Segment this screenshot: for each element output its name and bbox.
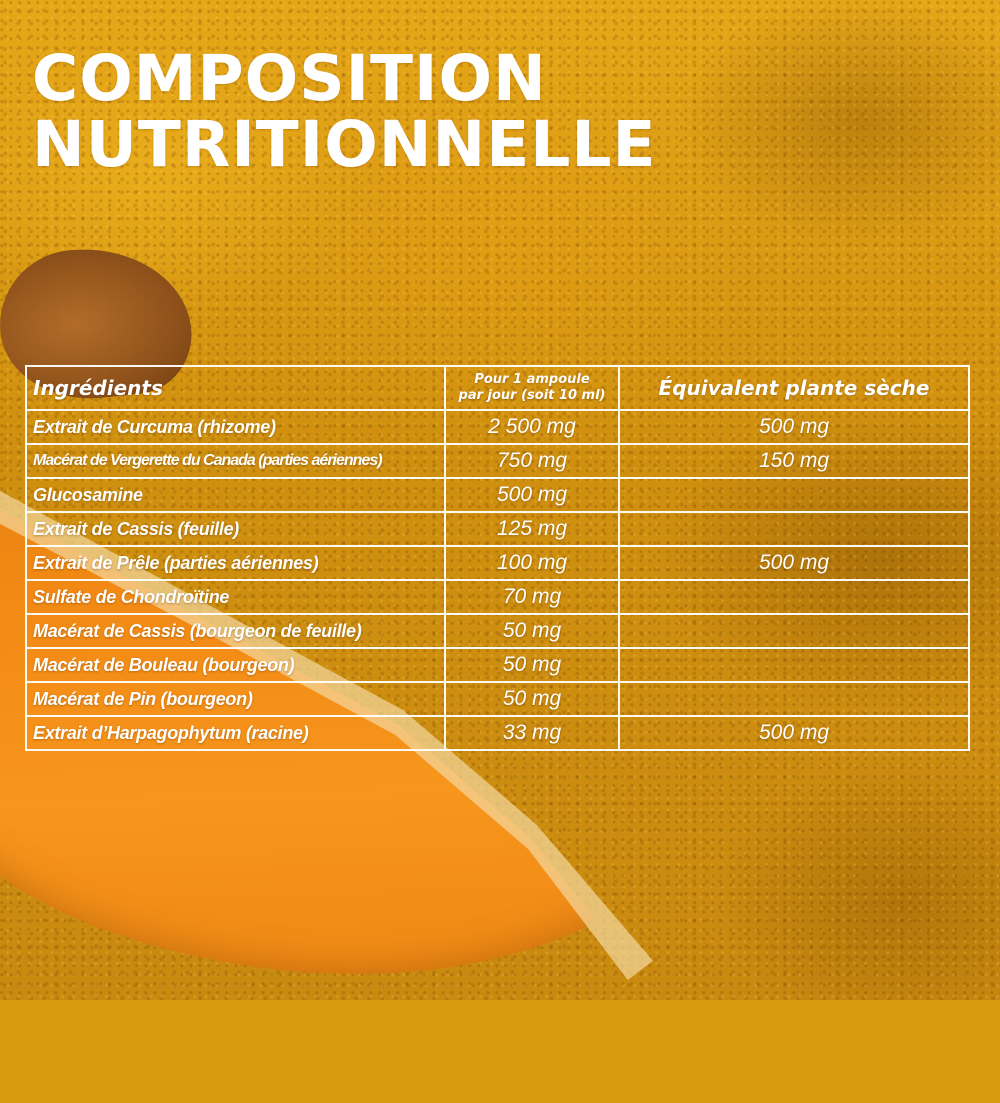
header-ingredients: Ingrédients	[25, 365, 446, 411]
ingredient-name: Sulfate de Chondroïtine	[25, 579, 446, 615]
header-dose-line-2: par jour (soit 10 ml)	[458, 388, 606, 403]
ingredient-dose: 125 mg	[444, 511, 620, 547]
table-row: Macérat de Cassis (bourgeon de feuille) …	[25, 613, 970, 649]
ingredient-dose: 70 mg	[444, 579, 620, 615]
ingredient-dose: 50 mg	[444, 613, 620, 649]
ingredient-name: Extrait de Curcuma (rhizome)	[25, 409, 446, 445]
ingredient-equivalent	[618, 647, 970, 683]
ingredient-equivalent	[618, 579, 970, 615]
ingredient-dose: 2 500 mg	[444, 409, 620, 445]
ingredient-name: Macérat de Pin (bourgeon)	[25, 681, 446, 717]
table-row: Glucosamine 500 mg	[25, 477, 970, 513]
table-row: Extrait de Prêle (parties aériennes) 100…	[25, 545, 970, 581]
ingredient-dose: 50 mg	[444, 647, 620, 683]
title-line-1: COMPOSITION	[32, 42, 547, 115]
table-row: Extrait de Cassis (feuille) 125 mg	[25, 511, 970, 547]
page-title: COMPOSITION NUTRITIONNELLE	[32, 46, 657, 178]
ingredient-equivalent	[618, 477, 970, 513]
ingredient-equivalent: 500 mg	[618, 409, 970, 445]
ingredient-equivalent	[618, 511, 970, 547]
header-dry-plant-equivalent: Équivalent plante sèche	[618, 365, 970, 411]
table-row: Macérat de Vergerette du Canada (parties…	[25, 443, 970, 479]
table-row: Extrait de Curcuma (rhizome) 2 500 mg 50…	[25, 409, 970, 445]
ingredient-equivalent	[618, 613, 970, 649]
ingredient-name: Extrait d’Harpagophytum (racine)	[25, 715, 446, 751]
ingredient-name: Macérat de Cassis (bourgeon de feuille)	[25, 613, 446, 649]
ingredient-equivalent: 150 mg	[618, 443, 970, 479]
ingredient-dose: 33 mg	[444, 715, 620, 751]
header-daily-dose: Pour 1 ampoule par jour (soit 10 ml)	[444, 365, 620, 411]
ingredient-equivalent	[618, 681, 970, 717]
ingredient-name: Extrait de Cassis (feuille)	[25, 511, 446, 547]
table-header-row: Ingrédients Pour 1 ampoule par jour (soi…	[25, 365, 970, 411]
ingredient-dose: 500 mg	[444, 477, 620, 513]
table-row: Extrait d’Harpagophytum (racine) 33 mg 5…	[25, 715, 970, 751]
ingredient-equivalent: 500 mg	[618, 715, 970, 751]
table-row: Macérat de Pin (bourgeon) 50 mg	[25, 681, 970, 717]
table-row: Sulfate de Chondroïtine 70 mg	[25, 579, 970, 615]
ingredient-name: Macérat de Vergerette du Canada (parties…	[25, 443, 446, 479]
nutrition-table: Ingrédients Pour 1 ampoule par jour (soi…	[25, 365, 970, 751]
ingredient-name: Extrait de Prêle (parties aériennes)	[25, 545, 446, 581]
ingredient-dose: 50 mg	[444, 681, 620, 717]
ingredient-dose: 100 mg	[444, 545, 620, 581]
table-row: Macérat de Bouleau (bourgeon) 50 mg	[25, 647, 970, 683]
title-line-2: NUTRITIONNELLE	[32, 108, 657, 181]
header-dose-line-1: Pour 1 ampoule	[474, 372, 590, 387]
ingredient-equivalent: 500 mg	[618, 545, 970, 581]
ingredient-name: Glucosamine	[25, 477, 446, 513]
ingredient-name: Macérat de Bouleau (bourgeon)	[25, 647, 446, 683]
ingredient-dose: 750 mg	[444, 443, 620, 479]
